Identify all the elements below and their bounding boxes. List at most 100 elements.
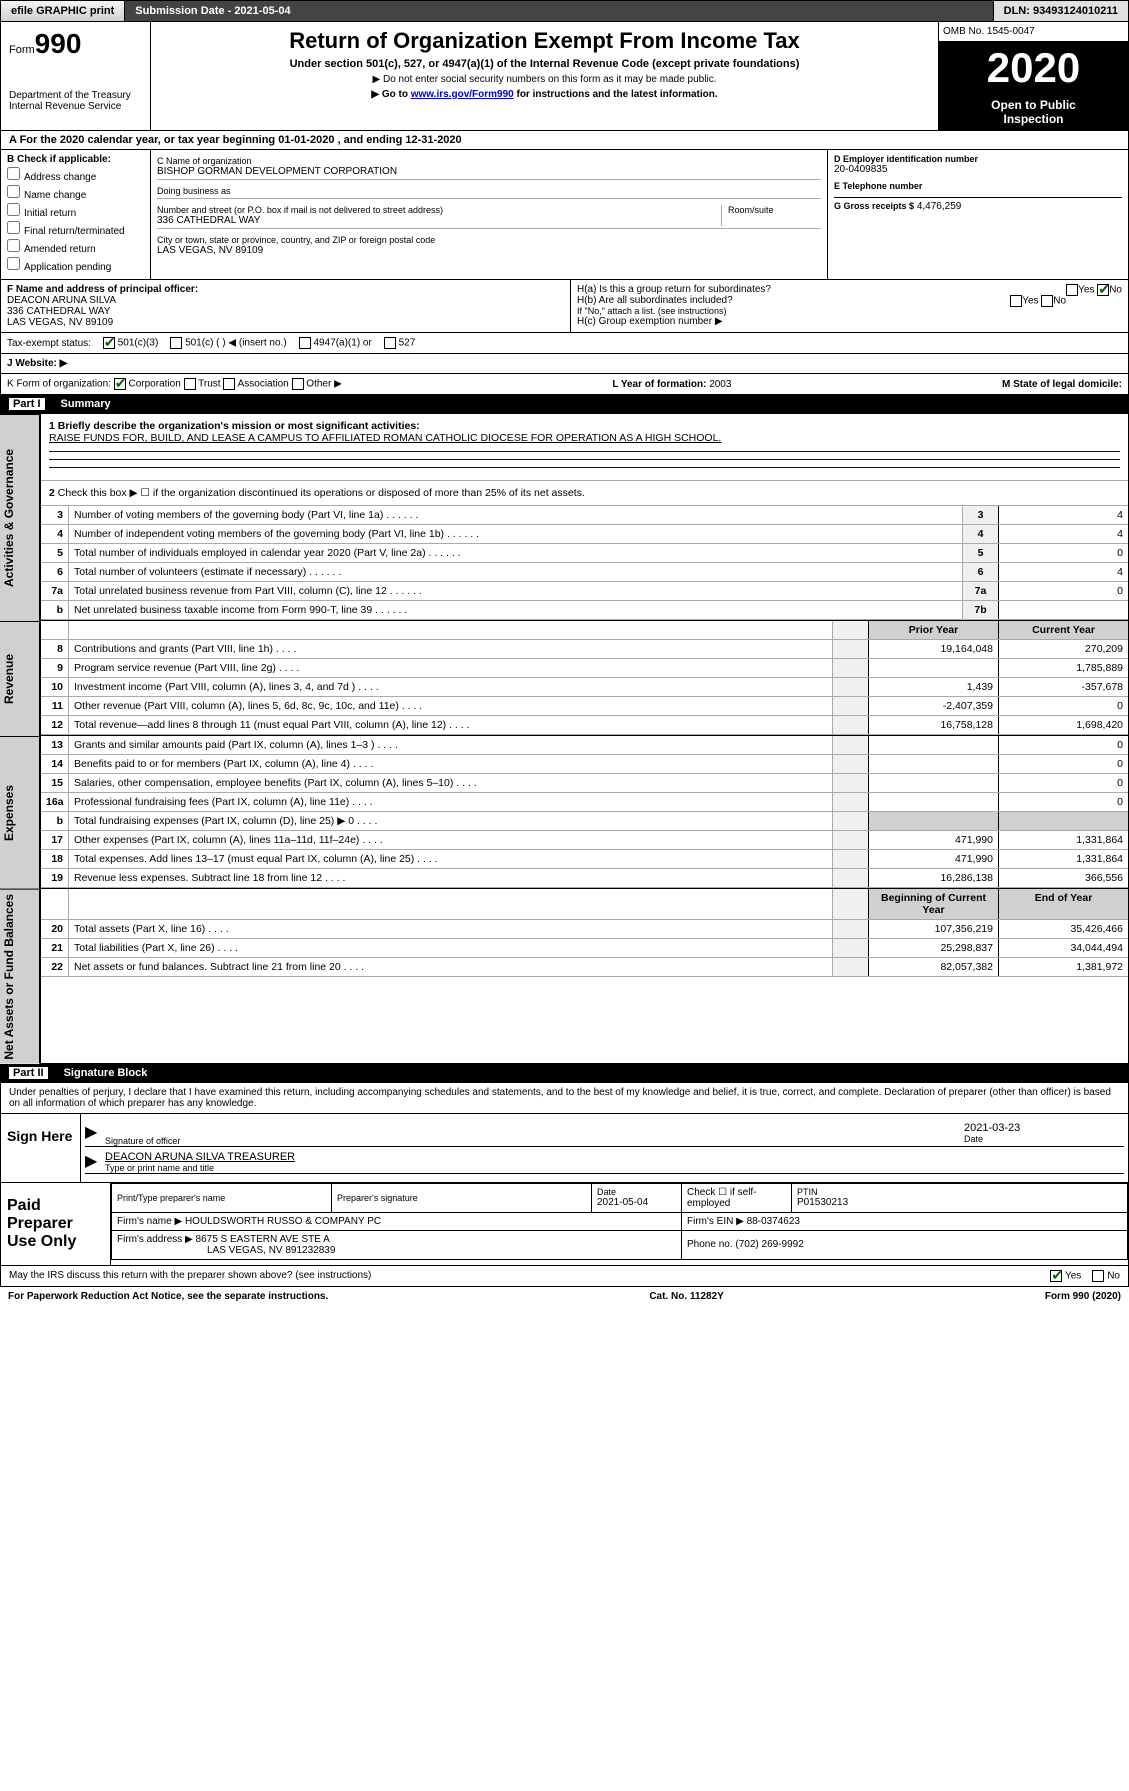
line-box: [832, 869, 868, 887]
current-year-amount: 270,209: [998, 640, 1128, 658]
footer: For Paperwork Reduction Act Notice, see …: [0, 1287, 1129, 1306]
chk-name-change[interactable]: Name change: [7, 185, 144, 201]
phone-value: (702) 269-9992: [735, 1239, 803, 1250]
line-number: 12: [41, 716, 69, 734]
chk-application-pending[interactable]: Application pending: [7, 257, 144, 273]
self-employed-cell[interactable]: Check ☐ if self-employed: [682, 1183, 792, 1212]
line-box: [832, 774, 868, 792]
line-desc: Net assets or fund balances. Subtract li…: [69, 958, 832, 976]
officer-signature-line: ▶ Signature of officer 2021-03-23 Date: [85, 1122, 1124, 1147]
prior-year-amount: [868, 812, 998, 830]
current-year-amount: -357,678: [998, 678, 1128, 696]
check-if-applicable: B Check if applicable: Address change Na…: [1, 150, 151, 279]
chk-amended[interactable]: Amended return: [7, 239, 144, 255]
line-desc: Total assets (Part X, line 16) . . . .: [69, 920, 832, 938]
prior-year-amount: [868, 736, 998, 754]
gross-field: G Gross receipts $ 4,476,259: [834, 197, 1122, 212]
footer-right: Form 990 (2020): [1045, 1291, 1121, 1302]
tax-status-row: Tax-exempt status: 501(c)(3) 501(c) ( ) …: [0, 333, 1129, 354]
signature-field[interactable]: [105, 1122, 964, 1136]
mission-box: 1 Briefly describe the organization's mi…: [41, 414, 1128, 481]
rev-lines-container: 8Contributions and grants (Part VIII, li…: [41, 640, 1128, 735]
chk-association[interactable]: [223, 378, 235, 390]
group-h-cell: H(a) Is this a group return for subordin…: [571, 280, 1128, 332]
chk-4947[interactable]: [299, 337, 311, 349]
line-number: b: [41, 601, 69, 619]
table-row: 3Number of voting members of the governi…: [41, 506, 1128, 525]
discuss-no-label: No: [1107, 1270, 1120, 1281]
line-amount: 0: [998, 544, 1128, 562]
prior-year-amount: 1,439: [868, 678, 998, 696]
lbl-501c-other: 501(c) ( ) ◀ (insert no.): [185, 338, 287, 349]
discuss-yes-checkbox[interactable]: [1050, 1270, 1062, 1282]
current-year-amount: [998, 812, 1128, 830]
chk-trust[interactable]: [184, 378, 196, 390]
footer-mid: Cat. No. 11282Y: [649, 1291, 723, 1302]
dba-field: Doing business as: [157, 184, 821, 199]
ha-yes-checkbox[interactable]: [1066, 284, 1078, 296]
checkif-header: B Check if applicable:: [7, 154, 144, 165]
title-cell: Return of Organization Exempt From Incom…: [151, 22, 938, 130]
prior-year-amount: [868, 793, 998, 811]
line-box: 7b: [962, 601, 998, 619]
hb-yes-checkbox[interactable]: [1010, 295, 1022, 307]
current-year-amount: 0: [998, 755, 1128, 773]
irs-link[interactable]: www.irs.gov/Form990: [411, 89, 514, 100]
goto-post: for instructions and the latest informat…: [514, 89, 718, 100]
chk-address-change[interactable]: Address change: [7, 167, 144, 183]
net-assets-section: Net Assets or Fund Balances Beginning of…: [0, 889, 1129, 1064]
ein-value: 20-0409835: [834, 164, 1122, 175]
line-amount: 4: [998, 563, 1128, 581]
table-row: 12Total revenue—add lines 8 through 11 (…: [41, 716, 1128, 735]
korg-row: K Form of organization: Corporation Trus…: [0, 374, 1129, 395]
chk-other-org[interactable]: [292, 378, 304, 390]
chk-corporation[interactable]: [114, 378, 126, 390]
discuss-no-checkbox[interactable]: [1092, 1270, 1104, 1282]
col-d: D Employer identification number 20-0409…: [828, 150, 1128, 279]
year-formation-value: 2003: [709, 379, 731, 390]
line-desc: Grants and similar amounts paid (Part IX…: [69, 736, 832, 754]
firm-name-value: HOULDSWORTH RUSSO & COMPANY PC: [185, 1216, 381, 1227]
current-year-amount: 0: [998, 774, 1128, 792]
hb-no-checkbox[interactable]: [1041, 295, 1053, 307]
form-header: Form990 Department of the Treasury Inter…: [0, 22, 1129, 131]
line-number: b: [41, 812, 69, 830]
dept-line2: Internal Revenue Service: [9, 101, 142, 112]
blank: [41, 621, 69, 639]
officer-cell: F Name and address of principal officer:…: [1, 280, 571, 332]
efile-print-button[interactable]: efile GRAPHIC print: [1, 1, 125, 21]
chk-501c-other[interactable]: [170, 337, 182, 349]
line-box: [832, 755, 868, 773]
mission-blank-line-3: [49, 466, 1120, 468]
table-row: 10Investment income (Part VIII, column (…: [41, 678, 1128, 697]
chk-527[interactable]: [384, 337, 396, 349]
prior-year-amount: 25,298,837: [868, 939, 998, 957]
line-desc: Total unrelated business revenue from Pa…: [69, 582, 962, 600]
ha-yes-label: Yes: [1078, 285, 1094, 296]
form-title: Return of Organization Exempt From Incom…: [159, 28, 930, 54]
line-box: 4: [962, 525, 998, 543]
org-info: C Name of organization BISHOP GORMAN DEV…: [151, 150, 828, 279]
officer-addr2: LAS VEGAS, NV 89109: [7, 317, 564, 328]
dept-treasury: Department of the Treasury Internal Reve…: [9, 90, 142, 112]
website-label: J Website: ▶: [7, 358, 67, 369]
net-lines-container: 20Total assets (Part X, line 16) . . . .…: [41, 920, 1128, 977]
line-number: 3: [41, 506, 69, 524]
line-box: [832, 736, 868, 754]
chk-initial-return[interactable]: Initial return: [7, 203, 144, 219]
chk-final-return[interactable]: Final return/terminated: [7, 221, 144, 237]
officer-name-line: ▶ DEACON ARUNA SILVA TREASURER Type or p…: [85, 1151, 1124, 1174]
line-number: 7a: [41, 582, 69, 600]
discuss-row: May the IRS discuss this return with the…: [0, 1266, 1129, 1287]
discuss-yes-label: Yes: [1065, 1270, 1081, 1281]
paid-preparer-grid: Paid Preparer Use Only Print/Type prepar…: [1, 1182, 1128, 1265]
line-number: 8: [41, 640, 69, 658]
goto-note: ▶ Go to www.irs.gov/Form990 for instruct…: [159, 89, 930, 100]
ha-no-checkbox[interactable]: [1097, 284, 1109, 296]
blank: [832, 621, 868, 639]
hdr-prior-year: Prior Year: [868, 621, 998, 639]
chk-501c3[interactable]: [103, 337, 115, 349]
table-row: bNet unrelated business taxable income f…: [41, 601, 1128, 620]
ein-field: D Employer identification number 20-0409…: [834, 154, 1122, 175]
line-box: 5: [962, 544, 998, 562]
